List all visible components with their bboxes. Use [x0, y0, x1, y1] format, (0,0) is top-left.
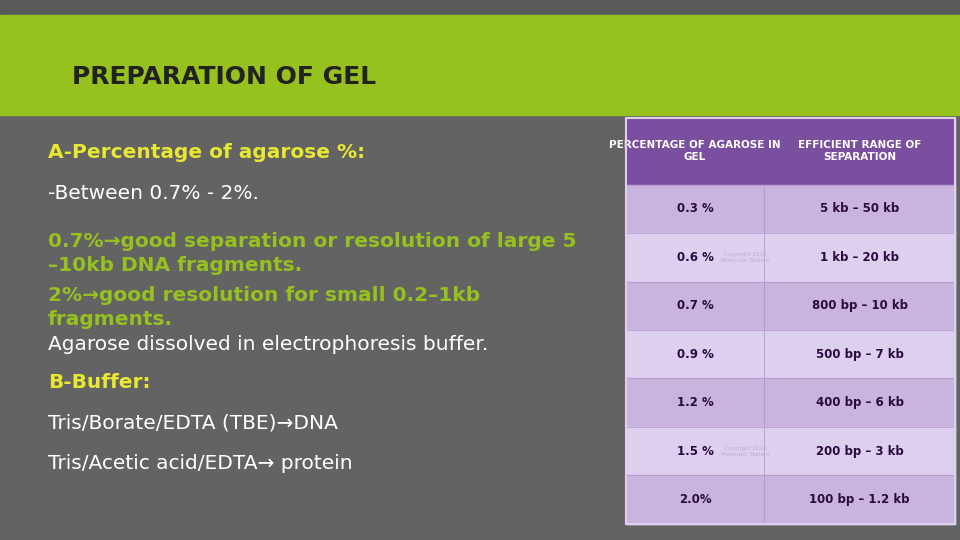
Text: Copyright 2010
Molecular Station: Copyright 2010 Molecular Station — [721, 446, 769, 456]
Text: 100 bp – 1.2 kb: 100 bp – 1.2 kb — [809, 493, 910, 506]
Text: 400 bp – 6 kb: 400 bp – 6 kb — [816, 396, 903, 409]
Text: 2%→good resolution for small 0.2–1kb
fragments.: 2%→good resolution for small 0.2–1kb fra… — [48, 286, 480, 329]
Text: 0.7 %: 0.7 % — [677, 299, 713, 312]
Bar — [0, 15, 960, 115]
Bar — [626, 118, 955, 524]
Bar — [626, 281, 955, 330]
Text: 2.0%: 2.0% — [679, 493, 711, 506]
Text: 800 bp – 10 kb: 800 bp – 10 kb — [812, 299, 908, 312]
Bar — [626, 185, 955, 233]
Text: 5 kb – 50 kb: 5 kb – 50 kb — [820, 202, 900, 215]
Bar — [0, 0, 960, 15]
Text: 200 bp – 3 kb: 200 bp – 3 kb — [816, 444, 903, 457]
Bar — [626, 379, 955, 427]
Text: 1.2 %: 1.2 % — [677, 396, 713, 409]
Bar — [626, 330, 955, 379]
Text: Tris/Acetic acid/EDTA→ protein: Tris/Acetic acid/EDTA→ protein — [48, 454, 352, 472]
Text: A-Percentage of agarose %:: A-Percentage of agarose %: — [48, 143, 365, 162]
Bar — [626, 427, 955, 475]
Text: 0.3 %: 0.3 % — [677, 202, 713, 215]
Text: PERCENTAGE OF AGAROSE IN
GEL: PERCENTAGE OF AGAROSE IN GEL — [610, 140, 780, 163]
Text: Tris/Borate/EDTA (TBE)→DNA: Tris/Borate/EDTA (TBE)→DNA — [48, 413, 338, 432]
Text: 0.7%→good separation or resolution of large 5
–10kb DNA fragments.: 0.7%→good separation or resolution of la… — [48, 232, 577, 275]
Bar — [626, 233, 955, 281]
Bar — [626, 118, 955, 524]
Text: -Between 0.7% - 2%.: -Between 0.7% - 2%. — [48, 184, 259, 202]
Text: Copyright 2018
Molecular Station: Copyright 2018 Molecular Station — [721, 252, 769, 263]
Text: 1.5 %: 1.5 % — [677, 444, 713, 457]
Text: Agarose dissolved in electrophoresis buffer.: Agarose dissolved in electrophoresis buf… — [48, 335, 489, 354]
Text: EFFICIENT RANGE OF
SEPARATION: EFFICIENT RANGE OF SEPARATION — [798, 140, 922, 163]
Text: B-Buffer:: B-Buffer: — [48, 373, 151, 392]
Text: 0.9 %: 0.9 % — [677, 348, 713, 361]
Text: 1 kb – 20 kb: 1 kb – 20 kb — [820, 251, 900, 264]
Text: 0.6 %: 0.6 % — [677, 251, 713, 264]
Text: 500 bp – 7 kb: 500 bp – 7 kb — [816, 348, 903, 361]
Bar — [626, 475, 955, 524]
Bar — [626, 118, 955, 185]
Text: PREPARATION OF GEL: PREPARATION OF GEL — [72, 65, 376, 89]
